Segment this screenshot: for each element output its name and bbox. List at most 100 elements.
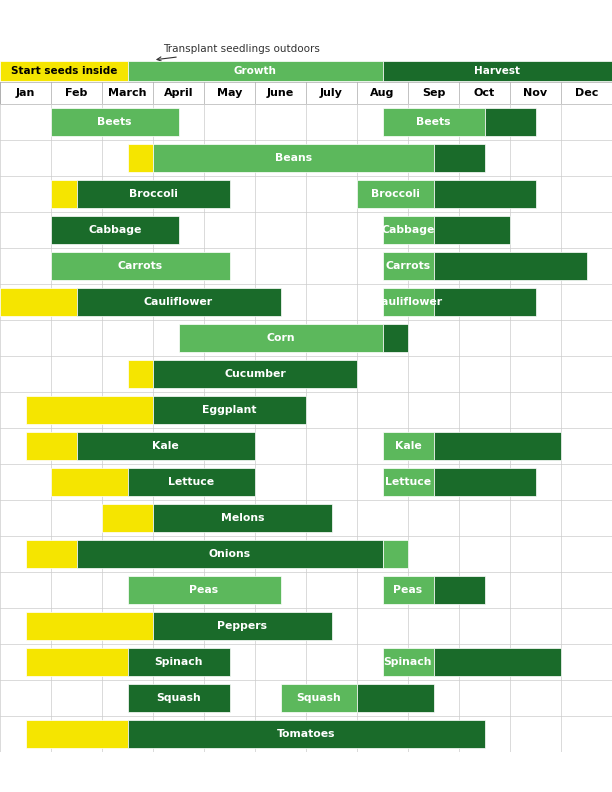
Bar: [26, 396, 153, 424]
Bar: [76, 181, 230, 208]
Bar: [127, 720, 485, 748]
Bar: [127, 468, 255, 496]
Text: Eggplant: Eggplant: [202, 405, 257, 415]
Text: Corn: Corn: [266, 333, 295, 343]
Text: Cauliflower: Cauliflower: [373, 297, 442, 307]
Text: Squash: Squash: [156, 693, 201, 703]
Text: Seed Starting Chart: Seed Starting Chart: [12, 7, 308, 33]
Bar: [26, 612, 153, 640]
Bar: [433, 649, 561, 676]
Text: Cauliflower: Cauliflower: [144, 297, 213, 307]
Text: Feb: Feb: [65, 88, 88, 98]
Bar: [382, 253, 433, 280]
Text: Tomatoes: Tomatoes: [277, 729, 335, 739]
Bar: [153, 360, 357, 387]
Text: Aug: Aug: [370, 88, 395, 98]
Text: Carrots: Carrots: [118, 261, 163, 271]
Bar: [382, 468, 433, 496]
Bar: [51, 468, 127, 496]
Text: May: May: [217, 88, 242, 98]
Text: Kale: Kale: [152, 441, 179, 451]
Text: suitable for gardening in zone 7: suitable for gardening in zone 7: [337, 13, 558, 26]
Text: Growth: Growth: [234, 66, 277, 75]
Bar: [433, 144, 485, 172]
Bar: [127, 61, 382, 81]
Text: Beets: Beets: [416, 117, 451, 127]
Text: Carrots: Carrots: [386, 261, 431, 271]
Bar: [382, 61, 612, 81]
Bar: [0, 61, 127, 81]
Bar: [433, 253, 586, 280]
Text: June: June: [267, 88, 294, 98]
Bar: [26, 432, 76, 459]
Bar: [26, 649, 127, 676]
Bar: [127, 577, 280, 604]
Text: Start seeds inside: Start seeds inside: [10, 66, 117, 75]
Text: Peppers: Peppers: [217, 621, 267, 631]
Bar: [102, 505, 153, 531]
Text: Sep: Sep: [422, 88, 445, 98]
Text: Broccoli: Broccoli: [129, 189, 177, 199]
Text: Peas: Peas: [190, 585, 218, 595]
Text: Cucumber: Cucumber: [224, 369, 286, 379]
Bar: [76, 540, 382, 568]
Bar: [153, 396, 306, 424]
Bar: [382, 432, 433, 459]
Bar: [382, 649, 433, 676]
Bar: [127, 360, 153, 387]
Text: Harvest: Harvest: [474, 66, 520, 75]
Bar: [433, 216, 510, 244]
Bar: [51, 216, 179, 244]
Text: Beans: Beans: [275, 153, 312, 163]
Text: Kale: Kale: [395, 441, 422, 451]
Text: March: March: [108, 88, 147, 98]
Text: Peas: Peas: [394, 585, 422, 595]
Text: Nov: Nov: [523, 88, 548, 98]
Bar: [76, 288, 280, 316]
Bar: [153, 505, 332, 531]
Bar: [0, 288, 76, 316]
Text: Broccoli: Broccoli: [371, 189, 420, 199]
Bar: [280, 684, 357, 712]
Bar: [153, 612, 332, 640]
Bar: [382, 540, 408, 568]
Bar: [51, 181, 76, 208]
Bar: [382, 288, 433, 316]
Bar: [26, 720, 127, 748]
Bar: [51, 253, 229, 280]
Text: Dec: Dec: [575, 88, 598, 98]
Text: Melons: Melons: [220, 513, 264, 523]
Bar: [26, 540, 76, 568]
Text: Beets: Beets: [97, 117, 132, 127]
Text: Lettuce: Lettuce: [168, 477, 214, 487]
Text: April: April: [164, 88, 193, 98]
Bar: [485, 109, 536, 135]
Bar: [357, 684, 433, 712]
Bar: [433, 468, 536, 496]
Text: Squash: Squash: [296, 693, 341, 703]
Bar: [382, 216, 433, 244]
Text: Oct: Oct: [474, 88, 495, 98]
Text: Spinach: Spinach: [154, 657, 203, 667]
Bar: [433, 577, 485, 604]
Bar: [433, 432, 561, 459]
Bar: [179, 324, 382, 352]
Text: Onions: Onions: [209, 549, 250, 559]
Text: Jan: Jan: [16, 88, 35, 98]
Bar: [382, 577, 433, 604]
Text: Spinach: Spinach: [384, 657, 432, 667]
Bar: [76, 432, 255, 459]
Text: July: July: [320, 88, 343, 98]
Bar: [51, 109, 179, 135]
Bar: [433, 181, 536, 208]
Bar: [433, 288, 536, 316]
Text: Transplant seedlings outdoors: Transplant seedlings outdoors: [157, 44, 320, 61]
Text: Cabbage: Cabbage: [381, 225, 435, 235]
Bar: [382, 109, 485, 135]
Bar: [153, 144, 433, 172]
Text: Lettuce: Lettuce: [385, 477, 431, 487]
Text: Cabbage: Cabbage: [88, 225, 141, 235]
Bar: [127, 144, 153, 172]
Bar: [127, 649, 230, 676]
Bar: [127, 684, 230, 712]
